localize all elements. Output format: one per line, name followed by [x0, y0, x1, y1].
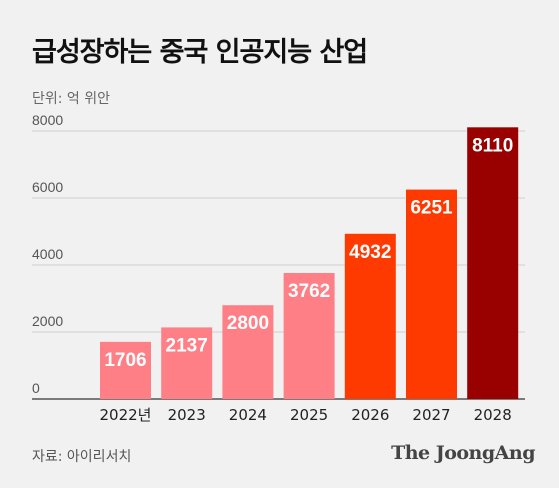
bar-value-label: 4932 — [349, 242, 391, 263]
bar-value-label: 6251 — [410, 198, 453, 219]
y-tick-label: 4000 — [32, 246, 63, 262]
chart-title: 급성장하는 중국 인공지능 산업 — [32, 37, 368, 68]
bar — [161, 327, 213, 399]
bar-value-label: 2137 — [166, 335, 208, 356]
unit-label: 단위: 억 위안 — [32, 91, 111, 107]
x-tick-label: 2026 — [351, 406, 389, 424]
bar — [344, 233, 396, 399]
publisher-logo: The JoongAng — [391, 442, 535, 464]
bar-value-label: 3762 — [288, 281, 330, 302]
y-tick-label: 6000 — [32, 179, 63, 195]
bar-value-label: 8110 — [472, 135, 513, 156]
bar — [467, 127, 519, 399]
y-tick-label: 0 — [32, 380, 40, 396]
x-tick-label: 2025 — [290, 406, 328, 424]
x-tick-label: 2024 — [229, 406, 267, 424]
bar — [222, 305, 274, 399]
source-note: 자료: 아이리서치 — [32, 449, 132, 465]
x-tick-label: 2023 — [168, 406, 206, 424]
x-tick-label: 2027 — [412, 406, 450, 424]
x-tick-label: 2028 — [474, 406, 512, 424]
bar-value-label: 1706 — [104, 350, 146, 371]
bar — [283, 272, 335, 399]
bar — [100, 341, 151, 399]
bar-value-label: 2800 — [227, 313, 269, 334]
x-tick-label: 2022년 — [100, 406, 152, 424]
y-tick-label: 2000 — [32, 313, 63, 329]
y-tick-label: 8000 — [32, 112, 63, 128]
bar — [406, 189, 457, 399]
